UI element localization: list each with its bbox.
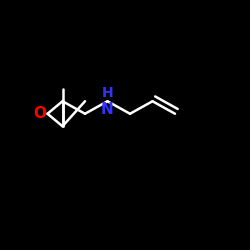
Text: N: N <box>101 102 114 118</box>
Text: O: O <box>33 106 46 121</box>
Text: H: H <box>102 86 113 100</box>
